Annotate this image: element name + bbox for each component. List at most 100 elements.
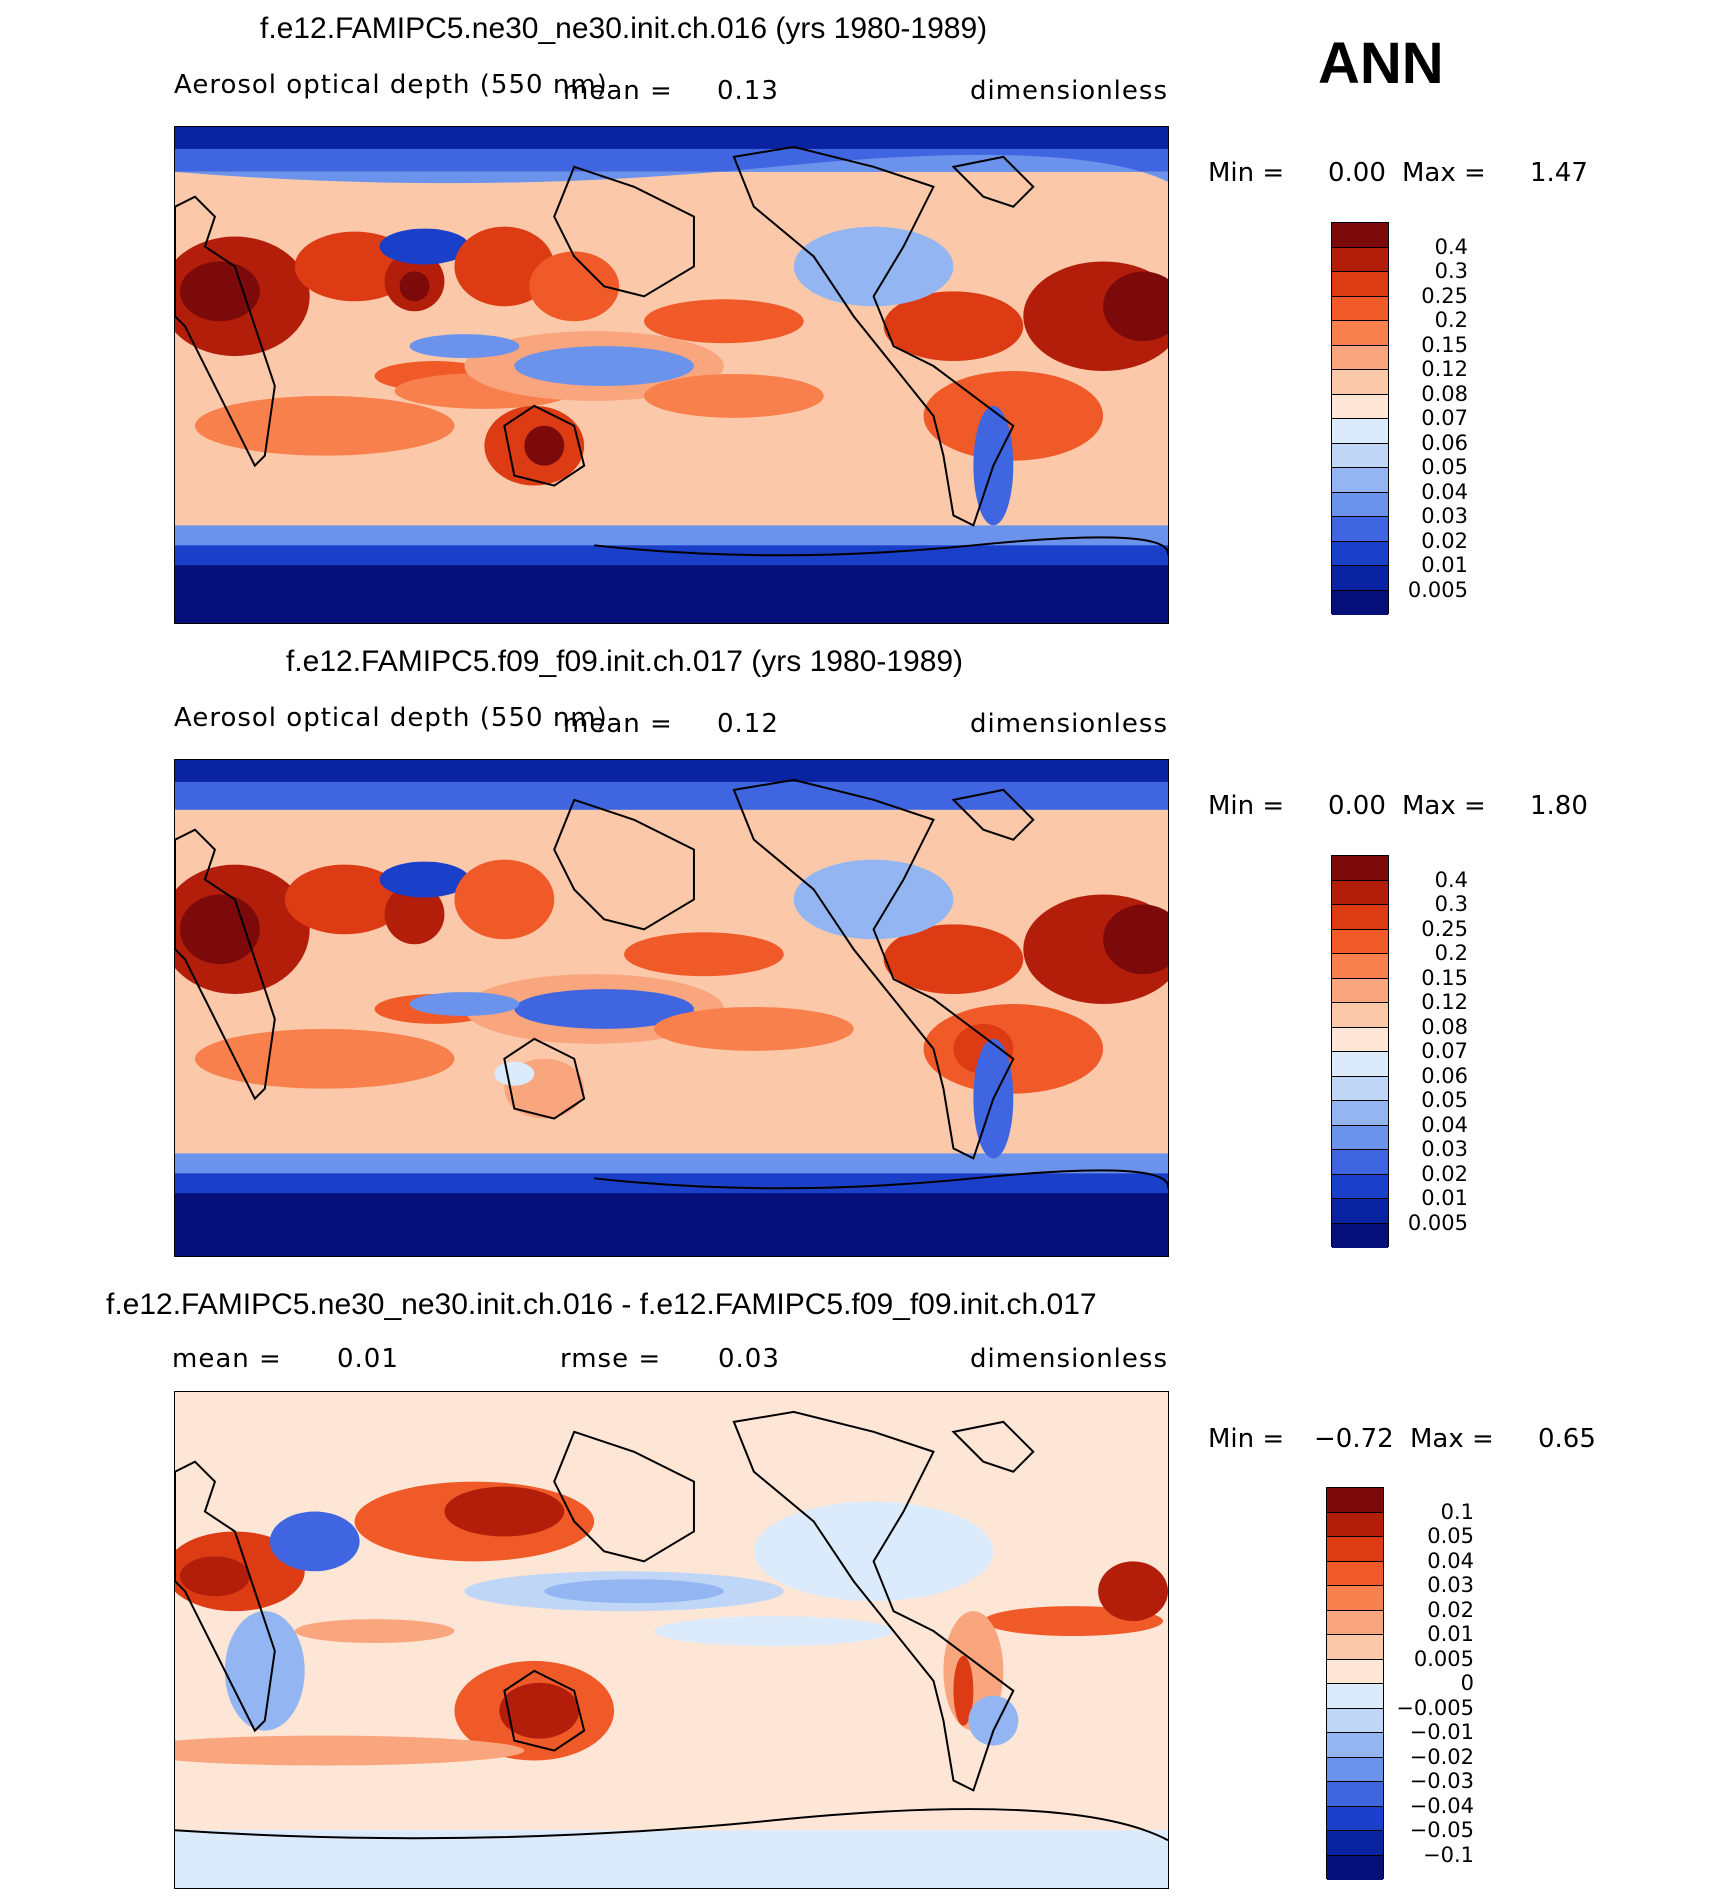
mean-label: mean = (563, 709, 673, 739)
colorbar-swatch (1332, 1101, 1388, 1126)
colorbar-tick-label: 0.06 (1421, 1063, 1468, 1088)
map-field (175, 127, 1168, 623)
colorbar-swatch (1327, 1586, 1383, 1611)
colorbar-swatch (1327, 1855, 1383, 1880)
colorbar-tick-label: 0.01 (1427, 1622, 1474, 1646)
colorbar-swatch (1327, 1537, 1383, 1562)
colorbar-swatch (1332, 1199, 1388, 1224)
colorbar-swatch (1332, 1174, 1388, 1199)
max-value: 1.80 (1530, 791, 1588, 821)
colorbar-tick-label: 0.04 (1421, 1112, 1468, 1137)
colorbar-labels: 0.4 0.3 0.25 0.2 0.15 0.12 0.08 0.07 0.06 0.05 0.0… (1400, 855, 1468, 1247)
colorbar-tick-label: 0.05 (1421, 455, 1468, 479)
colorbar-swatch (1327, 1684, 1383, 1709)
colorbar-swatch (1327, 1757, 1383, 1782)
colorbar-tick-label: −0.1 (1423, 1842, 1474, 1867)
colorbar-swatch (1327, 1733, 1383, 1758)
colorbar-swatch (1332, 1223, 1388, 1248)
map-field (175, 760, 1168, 1256)
colorbar-tick-label: 0.07 (1421, 1039, 1468, 1063)
colorbar-swatch (1327, 1512, 1383, 1537)
colorbar-swatch (1332, 1052, 1388, 1077)
min-value: 0.00 (1328, 158, 1386, 188)
colorbar-tick-label: 0.04 (1427, 1548, 1474, 1573)
colorbar-tick-label: 0.05 (1427, 1524, 1474, 1548)
units-label: dimensionless (970, 76, 1168, 106)
colorbar-swatch (1332, 1150, 1388, 1175)
max-label: Max = (1402, 158, 1486, 188)
colorbar-swatch (1327, 1610, 1383, 1635)
colorbar-tick-label: 0.01 (1421, 1186, 1468, 1210)
colorbar-swatch (1332, 590, 1388, 615)
panel-title: f.e12.FAMIPC5.ne30_ne30.init.ch.016 (yrs… (260, 12, 988, 45)
mean-value: 0.13 (717, 76, 779, 106)
colorbar-swatch (1327, 1782, 1383, 1807)
colorbar-tick-label: −0.02 (1409, 1744, 1474, 1769)
colorbar-swatch (1332, 517, 1388, 542)
colorbar-tick-label: 0.05 (1421, 1088, 1468, 1112)
max-value: 0.65 (1538, 1424, 1596, 1454)
colorbar-swatch (1332, 954, 1388, 979)
min-label: Min = (1208, 791, 1285, 821)
colorbar (1331, 222, 1389, 615)
colorbar-tick-label: 0.005 (1407, 577, 1468, 602)
colorbar-swatch (1327, 1831, 1383, 1856)
aod-map-model-b (174, 759, 1169, 1257)
colorbar-tick-label: 0.12 (1421, 357, 1468, 381)
colorbar-swatch (1332, 1125, 1388, 1150)
colorbar-swatch (1332, 223, 1388, 248)
colorbar-swatch (1327, 1635, 1383, 1660)
aod-difference-map (174, 1391, 1169, 1889)
colorbar-tick-label: 0.1 (1440, 1499, 1474, 1524)
panel-title: f.e12.FAMIPC5.ne30_ne30.init.ch.016 - f.… (106, 1288, 1097, 1321)
aod-map-model-a (174, 126, 1169, 624)
colorbar-tick-label: 0.3 (1434, 259, 1468, 283)
colorbar-swatch (1332, 978, 1388, 1003)
variable-label: Aerosol optical depth (550 nm) (174, 70, 608, 100)
colorbar-swatch (1332, 1076, 1388, 1101)
colorbar-tick-label: 0.15 (1421, 332, 1468, 357)
colorbar-tick-label: −0.04 (1409, 1793, 1474, 1818)
colorbar-swatch (1332, 1003, 1388, 1028)
colorbar-swatch (1332, 296, 1388, 321)
max-label: Max = (1402, 791, 1486, 821)
colorbar-tick-label: 0.06 (1421, 430, 1468, 455)
colorbar-swatch (1332, 247, 1388, 272)
min-value: 0.00 (1328, 791, 1386, 821)
colorbar-tick-label: −0.01 (1409, 1720, 1474, 1744)
colorbar-tick-label: −0.005 (1396, 1695, 1474, 1720)
colorbar-tick-label: 0.005 (1413, 1646, 1474, 1671)
colorbar-swatch (1327, 1708, 1383, 1733)
colorbar-tick-label: 0.02 (1427, 1597, 1474, 1622)
colorbar-swatch (1327, 1659, 1383, 1684)
colorbar-tick-label: 0.08 (1421, 1014, 1468, 1039)
colorbar-swatch (1332, 1027, 1388, 1052)
colorbar-swatch (1332, 880, 1388, 905)
colorbar-tick-label: 0.4 (1434, 867, 1468, 892)
colorbar-swatch (1327, 1561, 1383, 1586)
max-value: 1.47 (1530, 158, 1588, 188)
units-label: dimensionless (970, 709, 1168, 739)
min-label: Min = (1208, 158, 1285, 188)
colorbar-tick-label: 0.04 (1421, 479, 1468, 504)
colorbar-swatch (1332, 443, 1388, 468)
colorbar-swatch (1332, 468, 1388, 493)
colorbar-swatch (1332, 492, 1388, 517)
colorbar-tick-label: 0 (1460, 1671, 1474, 1695)
colorbar-tick-label: 0.4 (1434, 234, 1468, 259)
colorbar-swatch (1332, 566, 1388, 591)
colorbar-swatch (1332, 929, 1388, 954)
colorbar-swatch (1327, 1806, 1383, 1831)
season-label: ANN (1318, 31, 1444, 96)
colorbar-labels: 0.1 0.05 0.04 0.03 0.02 0.01 0.005 0 −0.005 −0.01… (1396, 1487, 1474, 1879)
colorbar-swatch (1332, 541, 1388, 566)
colorbar-tick-label: 0.15 (1421, 965, 1468, 990)
colorbar-tick-label: 0.02 (1421, 528, 1468, 553)
min-value: −0.72 (1314, 1424, 1394, 1454)
colorbar-labels: 0.4 0.3 0.25 0.2 0.15 0.12 0.08 0.07 0.06 0.05 0.0… (1400, 222, 1468, 614)
colorbar (1326, 1487, 1384, 1880)
colorbar-tick-label: 0.12 (1421, 990, 1468, 1014)
mean-value: 0.12 (717, 709, 779, 739)
colorbar-tick-label: 0.2 (1434, 941, 1468, 965)
colorbar-tick-label: 0.3 (1434, 892, 1468, 916)
